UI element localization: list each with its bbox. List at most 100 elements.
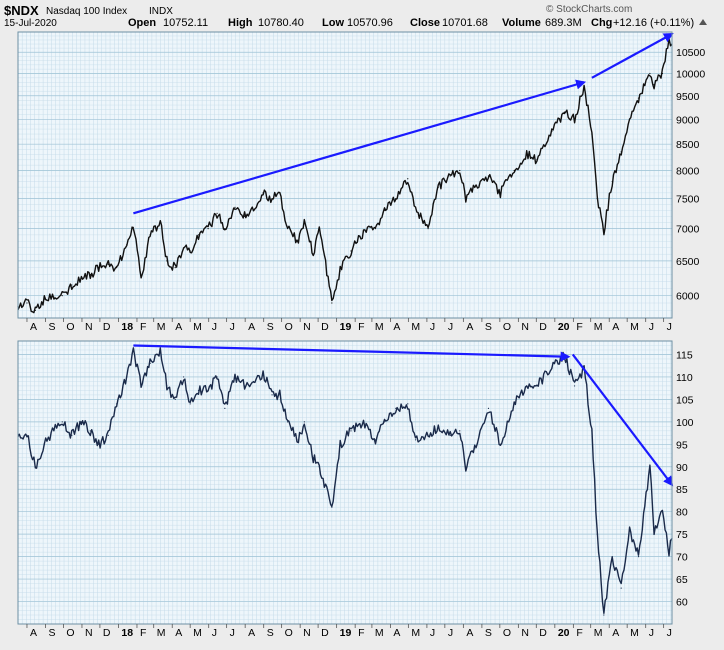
low-label: Low — [322, 17, 344, 29]
data-point — [287, 228, 289, 230]
data-point — [653, 533, 655, 535]
x-tick-label: A — [466, 321, 473, 333]
volume-label: Volume — [502, 17, 541, 29]
x-tick-label: 18 — [121, 627, 133, 639]
trend-arrow — [591, 33, 674, 79]
y-tick-label: 70 — [676, 552, 688, 564]
chart-header: $NDX Nasdaq 100 Index INDX © StockCharts… — [4, 3, 707, 29]
y-tick-label: 10500 — [676, 47, 705, 59]
data-point — [637, 556, 640, 558]
data-point — [668, 551, 670, 553]
exchange-label: INDX — [149, 6, 173, 17]
y-tick-label: 6500 — [676, 256, 700, 268]
data-point — [159, 221, 161, 224]
y-tick-label: 7000 — [676, 224, 700, 236]
x-tick-label: M — [375, 321, 384, 333]
x-tick-label: M — [157, 321, 166, 333]
series-points — [17, 349, 673, 616]
data-point — [465, 198, 467, 200]
y-tick-label: 90 — [676, 462, 688, 474]
data-point — [53, 430, 55, 432]
data-point — [166, 385, 168, 387]
data-point — [603, 231, 605, 233]
data-point — [252, 380, 255, 383]
y-tick-label: 9500 — [676, 91, 700, 103]
plot-area — [18, 341, 672, 624]
chg-value: +12.16 (+0.11%) — [613, 17, 694, 29]
x-tick-label: D — [321, 627, 329, 639]
data-point — [661, 72, 664, 75]
x-tick-label: M — [630, 321, 639, 333]
data-point — [224, 407, 226, 409]
data-point — [596, 533, 598, 535]
x-tick-label: A — [393, 321, 400, 333]
chg-label: Chg — [591, 17, 612, 29]
data-point — [459, 169, 461, 172]
low-value: 10570.96 — [347, 17, 393, 29]
trend-arrow — [571, 353, 674, 487]
data-point — [427, 434, 429, 436]
x-tick-label: J — [212, 321, 217, 333]
x-tick-label: A — [612, 627, 619, 639]
data-point — [628, 118, 631, 120]
date-label: 15-Jul-2020 — [4, 18, 57, 29]
x-tick-label: J — [667, 321, 672, 333]
data-point — [414, 439, 417, 441]
x-tick-label: J — [667, 627, 672, 639]
y-tick-label: 9000 — [676, 114, 700, 126]
data-point — [563, 353, 565, 356]
lower-x-axis: A S O N D 18 F M A M J J A S O N D 19 F M A M J J A S O N D 20 F M A M J J — [26, 624, 672, 639]
data-point — [596, 198, 598, 200]
y-tick-label: 115 — [676, 349, 693, 361]
data-point — [34, 466, 36, 468]
symbol-label: $NDX — [4, 3, 39, 18]
price-x-axis: A S O N D 18 F M A M J J A S O N D 19 F M A M J J A S O N D 20 F M A M J J — [26, 318, 672, 333]
trend-arrow — [133, 79, 587, 215]
x-tick-label: M — [411, 321, 420, 333]
data-point — [620, 587, 622, 589]
data-point — [43, 443, 45, 445]
data-point — [591, 133, 593, 135]
y-tick-label: 8500 — [676, 139, 700, 151]
x-tick-label: D — [539, 627, 547, 639]
data-point — [34, 309, 36, 312]
data-point — [318, 466, 320, 468]
x-tick-label: J — [649, 627, 654, 639]
data-point — [149, 234, 151, 236]
data-point — [312, 253, 314, 255]
data-point — [459, 430, 461, 432]
data-point — [71, 284, 73, 286]
data-point — [224, 228, 226, 230]
x-tick-label: F — [140, 321, 146, 333]
vertical-grid — [17, 32, 672, 318]
data-point — [583, 86, 585, 88]
data-point — [80, 277, 82, 279]
y-tick-label: 105 — [676, 394, 694, 406]
data-point — [107, 263, 109, 265]
series-points — [17, 39, 673, 312]
data-point — [573, 118, 576, 120]
price-series-line — [17, 37, 673, 314]
triangle-up-icon — [699, 19, 707, 25]
data-point — [243, 385, 246, 387]
x-tick-label: 19 — [340, 627, 352, 639]
data-point — [140, 277, 142, 279]
data-point — [116, 267, 118, 269]
x-tick-label: O — [503, 627, 511, 639]
high-label: High — [228, 17, 253, 29]
data-point — [611, 556, 613, 558]
data-point — [526, 385, 528, 387]
data-point — [243, 215, 246, 217]
y-tick-label: 95 — [676, 439, 688, 451]
x-tick-label: J — [430, 321, 435, 333]
data-point — [407, 178, 409, 180]
data-point — [71, 434, 73, 436]
x-tick-label: M — [375, 627, 384, 639]
data-point — [98, 267, 100, 269]
data-point — [611, 180, 613, 183]
index-name-label: Nasdaq 100 Index — [46, 6, 127, 17]
data-point — [26, 434, 28, 436]
x-tick-label: A — [248, 627, 255, 639]
volume-value: 689.3M — [545, 17, 582, 29]
x-tick-label: J — [448, 627, 453, 639]
